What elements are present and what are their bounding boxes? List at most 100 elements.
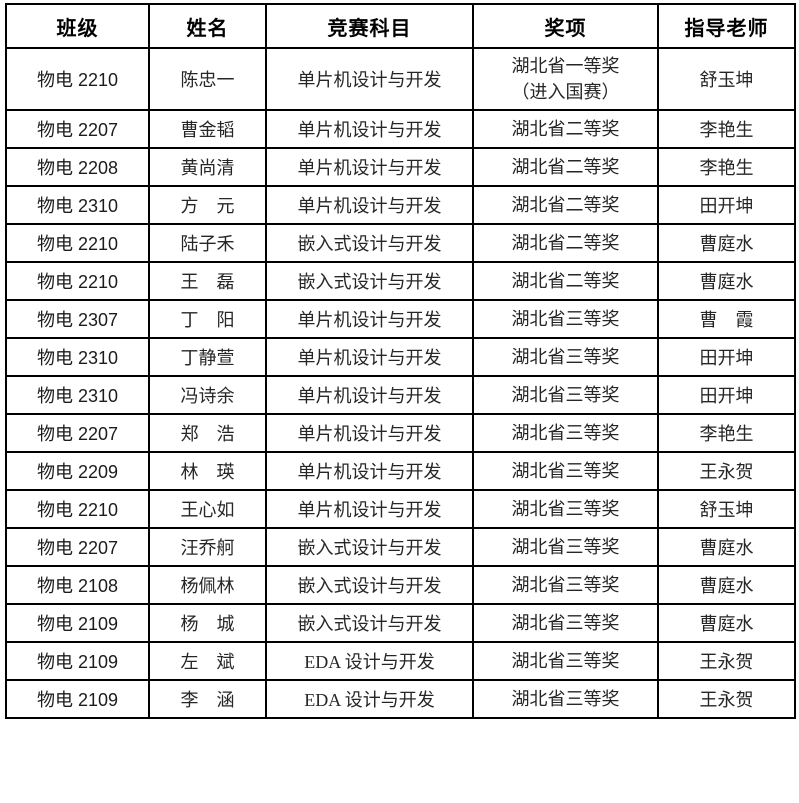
cell-award: 湖北省三等奖 (472, 413, 659, 453)
cell-award: 湖北省三等奖 (472, 375, 659, 415)
cell-class: 物电 2207 (5, 527, 150, 567)
cell-teacher: 李艳生 (657, 147, 796, 187)
cell-teacher: 曹庭水 (657, 261, 796, 301)
table-body: 物电 2210 陈忠一 单片机设计与开发 湖北省一等奖 （进入国赛） 舒玉坤 物电 220… (5, 47, 796, 719)
table-row: 物电 2109 杨 城嵌入式设计与开发 湖北省三等奖 曹庭水 (5, 603, 796, 643)
cell-award: 湖北省二等奖 (472, 261, 659, 301)
table-row: 物电 2310 方 元单片机设计与开发 湖北省二等奖 田开坤 (5, 185, 796, 225)
header-class: 班级 (5, 3, 150, 49)
cell-name: 汪乔舸 (148, 527, 267, 567)
cell-subject: 嵌入式设计与开发 (265, 223, 474, 263)
cell-award: 湖北省二等奖 (472, 185, 659, 225)
table-row: 物电 2109 李 涵 EDA 设计与开发 湖北省三等奖 王永贺 (5, 679, 796, 719)
cell-name: 丁 阳 (148, 299, 267, 339)
table-row: 物电 2307 丁 阳单片机设计与开发 湖北省三等奖曹 霞 (5, 299, 796, 339)
cell-teacher: 李艳生 (657, 109, 796, 149)
cell-name: 林 瑛 (148, 451, 267, 491)
cell-name: 陈忠一 (148, 47, 267, 111)
header-award: 奖项 (472, 3, 659, 49)
cell-name: 王心如 (148, 489, 267, 529)
cell-subject: 单片机设计与开发 (265, 413, 474, 453)
cell-class: 物电 2109 (5, 603, 150, 643)
cell-name: 杨佩林 (148, 565, 267, 605)
cell-award: 湖北省三等奖 (472, 299, 659, 339)
cell-teacher: 田开坤 (657, 375, 796, 415)
cell-award: 湖北省三等奖 (472, 527, 659, 567)
cell-subject: 单片机设计与开发 (265, 375, 474, 415)
header-subject: 竞赛科目 (265, 3, 474, 49)
cell-teacher: 曹庭水 (657, 565, 796, 605)
cell-subject: 嵌入式设计与开发 (265, 527, 474, 567)
cell-class: 物电 2210 (5, 489, 150, 529)
table-row: 物电 2109 左 斌 EDA 设计与开发 湖北省三等奖 王永贺 (5, 641, 796, 681)
cell-award: 湖北省三等奖 (472, 565, 659, 605)
header-row: 班级 姓名 竞赛科目 奖项 指导老师 (5, 3, 796, 49)
table-row: 物电 2108 杨佩林 嵌入式设计与开发 湖北省三等奖 曹庭水 (5, 565, 796, 605)
cell-teacher: 曹庭水 (657, 223, 796, 263)
cell-class: 物电 2109 (5, 641, 150, 681)
table-row: 物电 2207 郑 浩单片机设计与开发 湖北省三等奖 李艳生 (5, 413, 796, 453)
cell-award: 湖北省三等奖 (472, 641, 659, 681)
cell-subject: 嵌入式设计与开发 (265, 603, 474, 643)
table-row: 物电 2207 曹金韬 单片机设计与开发 湖北省二等奖 李艳生 (5, 109, 796, 149)
cell-teacher: 田开坤 (657, 337, 796, 377)
cell-subject: 单片机设计与开发 (265, 47, 474, 111)
cell-class: 物电 2109 (5, 679, 150, 719)
cell-award: 湖北省三等奖 (472, 451, 659, 491)
table-row: 物电 2310 冯诗余 单片机设计与开发 湖北省三等奖 田开坤 (5, 375, 796, 415)
cell-class: 物电 2209 (5, 451, 150, 491)
cell-class: 物电 2310 (5, 375, 150, 415)
table-row: 物电 2210 王 磊嵌入式设计与开发 湖北省二等奖 曹庭水 (5, 261, 796, 301)
cell-award: 湖北省三等奖 (472, 679, 659, 719)
cell-subject: 单片机设计与开发 (265, 489, 474, 529)
cell-name: 丁静萱 (148, 337, 267, 377)
cell-subject: 嵌入式设计与开发 (265, 565, 474, 605)
cell-teacher: 王永贺 (657, 451, 796, 491)
cell-name: 黄尚清 (148, 147, 267, 187)
cell-teacher: 舒玉坤 (657, 489, 796, 529)
awards-table: 班级 姓名 竞赛科目 奖项 指导老师 物电 2210 陈忠一 单片机设计与开发 湖北省… (5, 3, 796, 719)
cell-teacher: 田开坤 (657, 185, 796, 225)
cell-subject: 单片机设计与开发 (265, 299, 474, 339)
cell-name: 左 斌 (148, 641, 267, 681)
cell-teacher: 曹 霞 (657, 299, 796, 339)
table-row: 物电 2209 林 瑛单片机设计与开发 湖北省三等奖 王永贺 (5, 451, 796, 491)
cell-name: 王 磊 (148, 261, 267, 301)
table-row: 物电 2210 王心如 单片机设计与开发 湖北省三等奖 舒玉坤 (5, 489, 796, 529)
cell-award: 湖北省三等奖 (472, 603, 659, 643)
cell-award: 湖北省一等奖 （进入国赛） (472, 47, 659, 111)
table-row: 物电 2210 陆子禾 嵌入式设计与开发 湖北省二等奖 曹庭水 (5, 223, 796, 263)
cell-teacher: 曹庭水 (657, 527, 796, 567)
table-row: 物电 2310 丁静萱 单片机设计与开发 湖北省三等奖 田开坤 (5, 337, 796, 377)
table-row: 物电 2207 汪乔舸 嵌入式设计与开发 湖北省三等奖 曹庭水 (5, 527, 796, 567)
cell-teacher: 曹庭水 (657, 603, 796, 643)
cell-name: 郑 浩 (148, 413, 267, 453)
cell-class: 物电 2207 (5, 109, 150, 149)
cell-subject: 单片机设计与开发 (265, 147, 474, 187)
cell-teacher: 王永贺 (657, 641, 796, 681)
cell-name: 曹金韬 (148, 109, 267, 149)
cell-name: 陆子禾 (148, 223, 267, 263)
cell-subject: 嵌入式设计与开发 (265, 261, 474, 301)
cell-award: 湖北省二等奖 (472, 223, 659, 263)
cell-award: 湖北省二等奖 (472, 109, 659, 149)
cell-award: 湖北省三等奖 (472, 337, 659, 377)
cell-name: 冯诗余 (148, 375, 267, 415)
cell-subject: 单片机设计与开发 (265, 109, 474, 149)
table-row: 物电 2210 陈忠一 单片机设计与开发 湖北省一等奖 （进入国赛） 舒玉坤 (5, 47, 796, 111)
table-row: 物电 2208 黄尚清 单片机设计与开发 湖北省二等奖 李艳生 (5, 147, 796, 187)
cell-subject: 单片机设计与开发 (265, 451, 474, 491)
header-name: 姓名 (148, 3, 267, 49)
cell-class: 物电 2210 (5, 47, 150, 111)
cell-name: 李 涵 (148, 679, 267, 719)
cell-class: 物电 2207 (5, 413, 150, 453)
header-teacher: 指导老师 (657, 3, 796, 49)
cell-class: 物电 2108 (5, 565, 150, 605)
cell-teacher: 舒玉坤 (657, 47, 796, 111)
cell-award: 湖北省三等奖 (472, 489, 659, 529)
cell-subject: 单片机设计与开发 (265, 185, 474, 225)
cell-class: 物电 2210 (5, 223, 150, 263)
cell-class: 物电 2310 (5, 185, 150, 225)
cell-teacher: 王永贺 (657, 679, 796, 719)
